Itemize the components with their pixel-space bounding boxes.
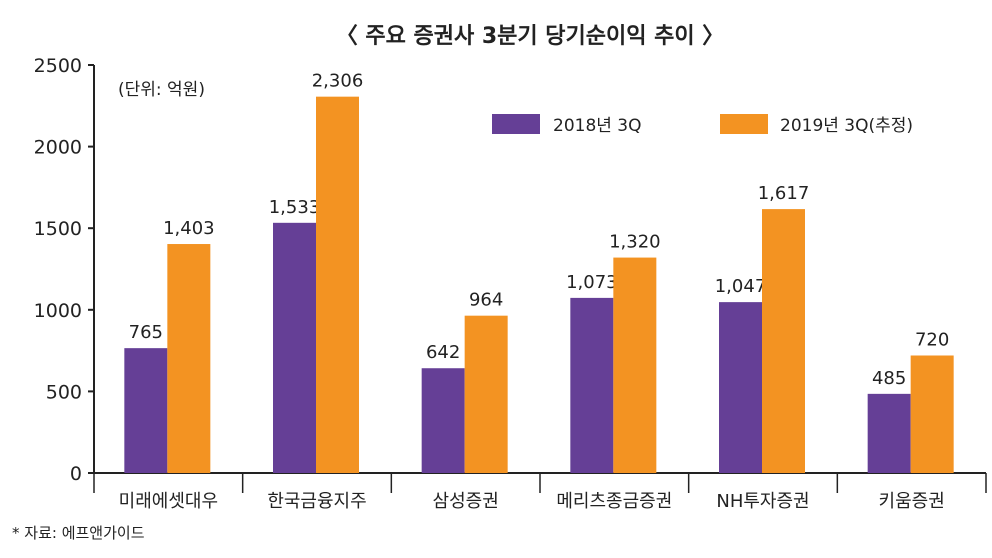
chart-title: 〈 주요 증권사 3분기 당기순이익 추이 〉 bbox=[336, 24, 725, 49]
legend-label-2019: 2019년 3Q(추정) bbox=[780, 116, 913, 136]
y-tick-label: 0 bbox=[70, 463, 82, 485]
bar bbox=[124, 348, 168, 473]
x-tick-label: 한국금융지주 bbox=[267, 491, 366, 512]
data-label: 964 bbox=[469, 290, 503, 311]
y-tick-label: 1500 bbox=[34, 218, 82, 240]
data-label: 1,320 bbox=[609, 232, 661, 253]
data-label: 642 bbox=[426, 342, 460, 363]
bar bbox=[316, 96, 359, 473]
bar bbox=[464, 315, 508, 473]
legend-label-2018: 2018년 3Q bbox=[553, 116, 642, 136]
unit-note: (단위: 억원) bbox=[118, 80, 205, 100]
x-tick-label: 미래에셋대우 bbox=[119, 491, 218, 512]
bar bbox=[613, 257, 657, 473]
x-tick-label: 삼성증권 bbox=[433, 491, 499, 512]
y-tick-label: 2500 bbox=[34, 55, 82, 77]
data-label: 1,073 bbox=[566, 272, 618, 293]
data-label: 765 bbox=[129, 322, 163, 343]
x-tick-label: 메리츠종금증권 bbox=[556, 491, 672, 512]
legend: 2018년 3Q 2019년 3Q(추정) bbox=[492, 114, 913, 136]
data-label: 2,306 bbox=[312, 71, 364, 92]
bar bbox=[167, 244, 211, 473]
y-tick-label: 500 bbox=[46, 381, 82, 403]
bar bbox=[421, 368, 465, 473]
data-label: 1,047 bbox=[715, 276, 767, 297]
y-tick-label: 2000 bbox=[34, 137, 82, 159]
data-label: 1,617 bbox=[758, 183, 810, 204]
data-label: 720 bbox=[915, 329, 949, 350]
bar bbox=[719, 302, 762, 473]
y-tick-label: 1000 bbox=[34, 300, 82, 322]
x-tick-label: NH투자증권 bbox=[716, 491, 809, 512]
legend-swatch-2018 bbox=[492, 114, 540, 134]
bar bbox=[867, 393, 911, 473]
bar bbox=[762, 209, 805, 474]
bar bbox=[910, 355, 954, 473]
data-label: 1,533 bbox=[269, 197, 321, 218]
data-label: 1,403 bbox=[163, 218, 215, 239]
bar bbox=[273, 222, 316, 473]
bar bbox=[570, 297, 614, 473]
source-note: * 자료: 에프앤가이드 bbox=[12, 524, 145, 542]
x-tick-label: 키움증권 bbox=[879, 491, 945, 512]
legend-swatch-2019 bbox=[720, 114, 768, 134]
data-label: 485 bbox=[872, 368, 906, 389]
